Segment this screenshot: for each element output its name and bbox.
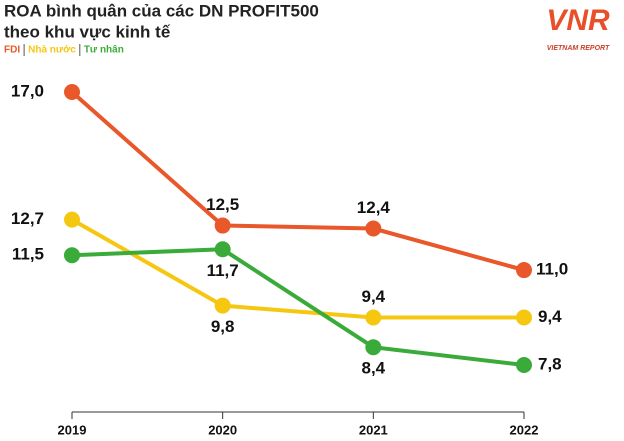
value-label: 11,0 (536, 260, 568, 279)
legend-label: Tư nhân (84, 45, 124, 56)
point (64, 211, 80, 228)
point (516, 357, 532, 373)
point (214, 217, 231, 234)
point (64, 84, 80, 100)
point (516, 262, 532, 279)
value-label: 12,5 (206, 195, 239, 214)
point (365, 220, 382, 237)
series-line (71, 217, 524, 320)
value-label: 9,4 (538, 307, 562, 326)
legend-label: FDI (4, 45, 20, 56)
value-label: 12,7 (11, 209, 44, 228)
point (365, 309, 382, 326)
point (214, 241, 231, 258)
legend-label: Nhà nước (28, 45, 76, 56)
point (64, 247, 80, 264)
point (516, 309, 532, 326)
series-line (71, 247, 525, 367)
x-tick-label: 2021 (359, 422, 388, 437)
value-label: 7,8 (538, 354, 562, 373)
logo-mark: VNR (546, 4, 610, 37)
chart-title: ROA bình quân của các DN PROFIT500 (4, 1, 319, 20)
series-line (70, 90, 525, 272)
value-label: 11,7 (207, 261, 239, 280)
point (214, 297, 231, 314)
value-label: 9,8 (211, 317, 235, 336)
value-label: 12,4 (357, 198, 391, 217)
value-label: 11,5 (12, 245, 44, 264)
value-label: 17,0 (11, 81, 44, 100)
logo-text: VIETNAM REPORT (547, 45, 610, 52)
x-tick-label: 2022 (510, 422, 539, 437)
x-tick-label: 2020 (208, 422, 237, 437)
value-label: 9,4 (362, 287, 386, 306)
chart-subtitle: theo khu vực kinh tế (4, 22, 171, 41)
value-label: 8,4 (362, 359, 386, 378)
legend: FDI Nhà nước Tư nhân (4, 44, 124, 56)
x-tick-label: 2019 (58, 422, 87, 437)
point (365, 339, 382, 356)
